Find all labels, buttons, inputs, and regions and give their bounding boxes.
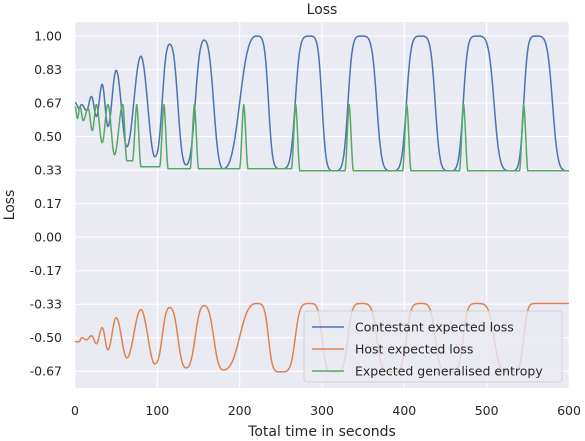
series-line-3 — [74, 103, 569, 172]
x-tick-label: 100 — [145, 403, 169, 418]
x-tick-label: 500 — [475, 403, 499, 418]
legend-box — [303, 310, 563, 383]
x-tick-label: 0 — [71, 403, 79, 418]
y-axis-label: Loss — [2, 190, 18, 221]
y-tick-label: 0.17 — [34, 196, 62, 211]
x-tick-label: 200 — [228, 403, 252, 418]
ticks-layer: 0 100 200 300 400 500 600 1.00 0.83 0.67 0.50 0.33 0… — [30, 29, 581, 418]
chart-title: Loss — [307, 2, 338, 18]
y-tick-label: -0.67 — [30, 364, 62, 379]
y-tick-label: 1.00 — [34, 29, 62, 44]
x-tick-label: 300 — [310, 403, 334, 418]
legend-label: Expected generalised entropy — [355, 364, 543, 379]
legend-label: Host expected loss — [355, 342, 473, 357]
y-tick-label: 0.50 — [34, 129, 62, 144]
y-tick-label: -0.33 — [30, 297, 62, 312]
legend-label: Contestant expected loss — [355, 320, 514, 335]
legend: Contestant expected loss Host expected lo… — [303, 310, 563, 383]
series-line-1 — [74, 35, 570, 172]
x-axis-label: Total time in seconds — [247, 424, 396, 440]
y-tick-label: -0.17 — [30, 263, 62, 278]
y-tick-label: 0.67 — [34, 96, 62, 111]
y-tick-label: 0.83 — [34, 62, 62, 77]
y-tick-label: 0.00 — [34, 230, 62, 245]
x-tick-label: 400 — [392, 403, 416, 418]
x-tick-label: 600 — [557, 403, 581, 418]
y-tick-label: 0.33 — [34, 163, 62, 178]
y-tick-label: -0.50 — [30, 330, 62, 345]
